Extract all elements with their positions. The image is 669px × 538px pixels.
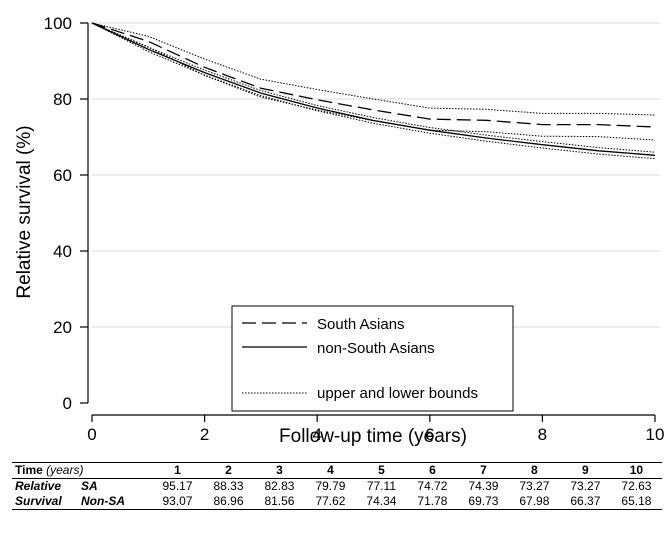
table-cell: 86.96 (203, 494, 254, 510)
year-header: 3 (253, 462, 305, 479)
table-row-sa: Relative SA 95.17 88.33 82.83 79.79 77.1… (12, 479, 662, 495)
year-header: 9 (559, 462, 611, 479)
year-header: 4 (304, 462, 356, 479)
legend-label-south-asians: South Asians (317, 316, 405, 333)
table-header-time: Time (years) (12, 462, 153, 479)
table-cell: 74.39 (468, 479, 499, 493)
year-header: 8 (508, 462, 560, 479)
table-row-non-sa: Survival Non-SA 93.07 86.96 81.56 77.62 … (12, 494, 662, 510)
table-cell: 74.72 (417, 479, 448, 493)
table-cell: 77.62 (304, 494, 356, 510)
y-tick-label: 60 (53, 166, 72, 185)
table-cell: 72.63 (621, 479, 652, 493)
axes (87, 23, 655, 416)
time-unit: (years) (46, 463, 84, 477)
y-tick-label: 80 (53, 90, 72, 109)
x-tick-label: 8 (538, 425, 547, 444)
table-cell: 65.18 (610, 494, 662, 510)
table-cell: 73.27 (570, 479, 601, 493)
series-lines (91, 22, 656, 156)
y-axis-ticks: 0 20 40 60 80 100 (44, 14, 88, 413)
relative-survival-chart: 0 20 40 60 80 100 0 2 4 6 8 10 Relative survival (… (14, 14, 664, 447)
table-cell: 81.56 (253, 494, 305, 510)
row-label-sa: SA (81, 479, 98, 493)
legend: South Asians non-South Asians upper and … (231, 305, 514, 412)
series-line (91, 22, 656, 128)
x-axis-title: Follow-up time (years) (279, 426, 467, 447)
x-axis-ticks: 0 2 4 6 8 10 (87, 415, 664, 444)
x-tick-label: 4 (312, 425, 321, 444)
year-header: 1 (152, 462, 203, 479)
table-cell: 93.07 (152, 494, 203, 510)
table-cell: 95.17 (162, 479, 193, 493)
table-cell: 73.27 (519, 479, 550, 493)
table-cell: 79.79 (315, 479, 346, 493)
bound-line (91, 22, 656, 153)
x-tick-label: 2 (200, 425, 209, 444)
bound-lines (91, 22, 656, 160)
bound-line (91, 22, 656, 160)
table-cell: 82.83 (264, 479, 295, 493)
relative-survival-table: Time (years) 1 2 3 4 5 6 7 8 9 10 Relati… (12, 462, 662, 510)
table-cell: 71.78 (406, 494, 458, 510)
series-line (91, 22, 656, 156)
y-tick-label: 20 (53, 318, 72, 337)
legend-label-bounds: upper and lower bounds (317, 385, 478, 402)
row-label-survival: Survival (12, 494, 78, 510)
table-cell: 88.33 (213, 479, 244, 493)
table-cell: 66.37 (559, 494, 611, 510)
y-axis-title: Relative survival (%) (14, 125, 35, 298)
bound-line (91, 22, 656, 116)
y-tick-label: 40 (53, 242, 72, 261)
row-label-relative: Relative (15, 479, 62, 493)
x-tick-label: 0 (87, 425, 96, 444)
legend-label-non-south-asians: non-South Asians (317, 340, 435, 357)
table-cell: 67.98 (508, 494, 560, 510)
year-header: 10 (610, 462, 662, 479)
gridlines (92, 22, 660, 328)
x-tick-label: 10 (646, 425, 665, 444)
table-cell: 69.73 (457, 494, 509, 510)
table-cell: 74.34 (355, 494, 407, 510)
year-header: 6 (406, 462, 458, 479)
year-header: 5 (355, 462, 407, 479)
year-header: 2 (203, 462, 254, 479)
table-cell: 77.11 (366, 479, 397, 493)
x-tick-label: 6 (425, 425, 434, 444)
table-header-row: Time (years) 1 2 3 4 5 6 7 8 9 10 (12, 462, 662, 479)
y-tick-label: 100 (44, 14, 72, 33)
time-label: Time (15, 463, 43, 477)
row-label-non-sa: Non-SA (78, 494, 153, 510)
bound-line (91, 22, 656, 141)
year-header: 7 (457, 462, 509, 479)
y-tick-label: 0 (63, 394, 72, 413)
